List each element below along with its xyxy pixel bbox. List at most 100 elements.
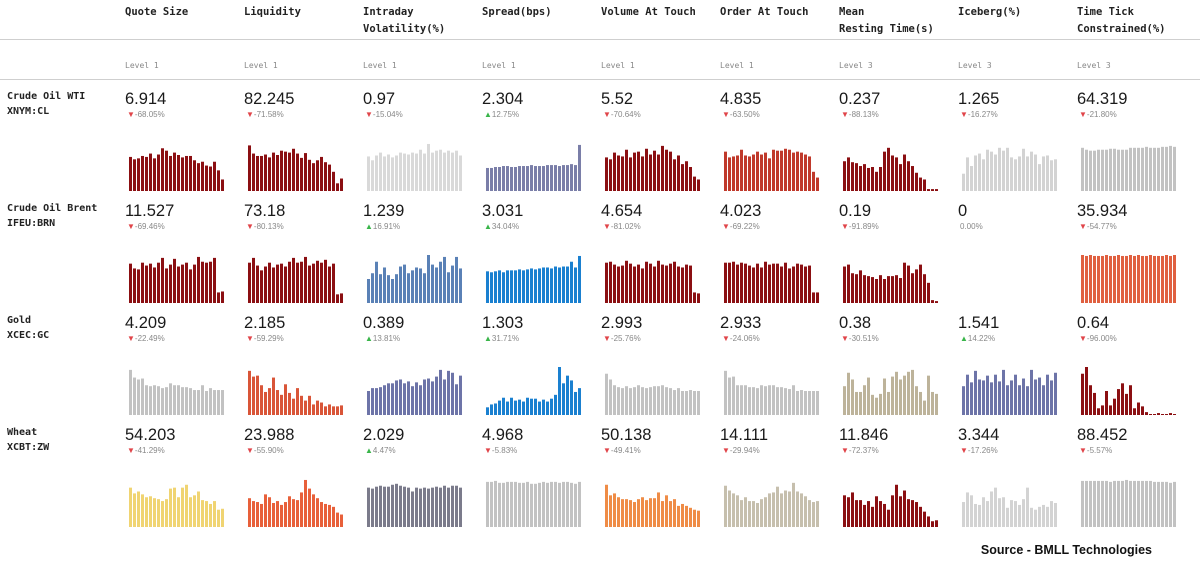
metric-change-value: -5.83% (491, 446, 518, 455)
sparkline-bar (558, 367, 561, 415)
sparkline-bar (788, 389, 791, 415)
sparkline-bar (768, 158, 771, 191)
metric-change: ▼-5.57% (1079, 446, 1112, 456)
metric-change-value: -30.51% (848, 334, 879, 343)
sparkline-bar (423, 379, 426, 415)
sparkline-bar (1113, 148, 1116, 191)
sparkline-bar (1097, 480, 1100, 527)
metric-value: 0.389 (363, 314, 405, 332)
sparkline-bar (1125, 393, 1128, 415)
metric-value: 82.245 (244, 90, 295, 108)
sparkline-bar (546, 267, 549, 303)
sparkline-bar (776, 486, 779, 527)
metric-change-value: -17.26% (967, 446, 998, 455)
sparkline-bar (280, 504, 283, 527)
sparkline-bar (867, 377, 870, 415)
sparkline-bar (919, 177, 922, 191)
sparkline-bar (1173, 146, 1176, 191)
metric-change: ▼-29.94% (722, 446, 760, 456)
sparkline-bar (1137, 255, 1140, 303)
metric-value: 0.97 (363, 90, 396, 108)
sparkline-bar (1089, 385, 1092, 415)
metric-change-value: 14.22% (967, 334, 996, 343)
sparkline-bar (804, 154, 807, 191)
sparkline-bar (260, 155, 263, 191)
sparkline-chart (129, 148, 224, 191)
metric-change: ▼-59.29% (246, 334, 284, 344)
sparkline-bar (518, 399, 521, 415)
sparkline-bar (542, 481, 545, 527)
sparkline-bar (256, 265, 259, 303)
metric-value: 4.835 (720, 90, 762, 108)
sparkline-bar (379, 387, 382, 415)
sparkline-bar (1141, 147, 1144, 191)
sparkline-bar (296, 500, 299, 527)
sparkline-bar (205, 501, 208, 527)
arrow-down-icon: ▼ (722, 446, 730, 455)
sparkline-bar (923, 511, 926, 527)
sparkline-bar (883, 279, 886, 303)
metric-change-value: -96.00% (1086, 334, 1117, 343)
instrument-code: XCBT:ZW (7, 442, 50, 453)
sparkline-bar (252, 501, 255, 527)
sparkline-bar (256, 375, 259, 415)
sparkline-bar (570, 164, 573, 191)
metric-change-value: -24.06% (729, 334, 760, 343)
sparkline-bar (296, 388, 299, 415)
sparkline-bar (518, 482, 521, 527)
sparkline-bar (486, 271, 489, 303)
sparkline-bar (907, 499, 910, 527)
sparkline-bar (1006, 147, 1009, 191)
sparkline-bar (1014, 501, 1017, 527)
metric-value: 1.541 (958, 314, 1000, 332)
metric-value: 73.18 (244, 202, 286, 220)
sparkline-bar (133, 268, 136, 303)
sparkline-bar (1081, 255, 1084, 303)
sparkline-bar (260, 270, 263, 303)
sparkline-bar (1157, 481, 1160, 527)
metric-change-value: -21.80% (1086, 110, 1117, 119)
instrument-name: Crude Oil WTI (7, 91, 86, 102)
sparkline-bar (217, 509, 220, 527)
sparkline-bar (1097, 408, 1100, 415)
sparkline-bar (863, 275, 866, 303)
row-label-crude-oil-brent: Crude Oil Brent IFEU:BRN (7, 201, 97, 231)
sparkline-bar (209, 261, 212, 303)
sparkline-bar (1109, 148, 1112, 191)
arrow-down-icon: ▼ (127, 446, 135, 455)
metric-change: 0.00% (960, 222, 983, 232)
metric-value: 4.209 (125, 314, 167, 332)
metric-change-value: -91.89% (848, 222, 879, 231)
sparkline-bar (276, 501, 279, 527)
sparkline-bar (744, 385, 747, 415)
sparkline-bar (431, 152, 434, 191)
sparkline-bar (871, 277, 874, 303)
sparkline-bar (1153, 147, 1156, 191)
sparkline-bar (201, 161, 204, 191)
sparkline-bar (145, 156, 148, 191)
sparkline-bar (800, 152, 803, 191)
sparkline-bar (530, 268, 533, 303)
arrow-up-icon: ▲ (365, 446, 373, 455)
sparkline-bar (530, 398, 533, 415)
sparkline-bar (649, 387, 652, 415)
sparkline-bar (264, 494, 267, 527)
column-level-label: Level 3 (958, 61, 992, 70)
sparkline-bar (435, 150, 438, 191)
sparkline-bar (562, 266, 565, 303)
sparkline-bar (697, 179, 700, 191)
sparkline-bar (645, 500, 648, 527)
sparkline-chart (486, 480, 581, 527)
sparkline-bar (379, 274, 382, 303)
metric-change-value: -88.13% (848, 110, 879, 119)
sparkline-bar (625, 149, 628, 191)
sparkline-bar (367, 279, 370, 303)
sparkline-bar (272, 503, 275, 527)
sparkline-bar (808, 391, 811, 415)
sparkline-bar (685, 505, 688, 527)
sparkline-chart (129, 256, 224, 303)
sparkline-bar (157, 386, 160, 415)
sparkline-bar (423, 153, 426, 191)
sparkline-bar (1157, 255, 1160, 303)
sparkline-bar (1002, 497, 1005, 527)
